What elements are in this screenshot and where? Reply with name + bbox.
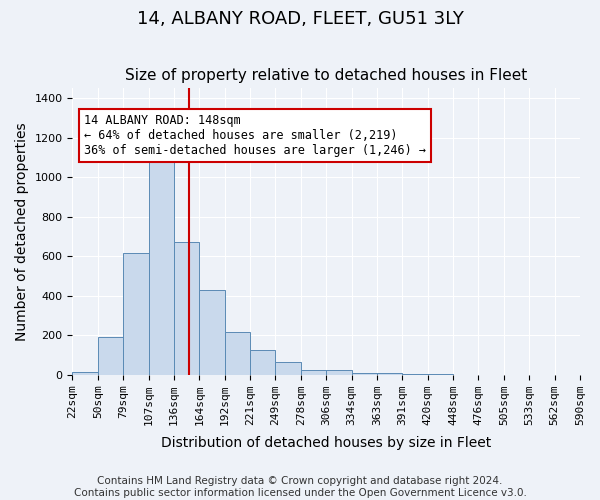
- Bar: [250, 350, 275, 374]
- Text: 14, ALBANY ROAD, FLEET, GU51 3LY: 14, ALBANY ROAD, FLEET, GU51 3LY: [137, 10, 463, 28]
- Bar: [352, 372, 377, 374]
- Bar: [326, 370, 352, 374]
- Bar: [73, 372, 98, 374]
- Bar: [275, 362, 301, 374]
- Bar: [98, 337, 123, 374]
- Bar: [377, 372, 403, 374]
- Title: Size of property relative to detached houses in Fleet: Size of property relative to detached ho…: [125, 68, 527, 83]
- Text: Contains HM Land Registry data © Crown copyright and database right 2024.
Contai: Contains HM Land Registry data © Crown c…: [74, 476, 526, 498]
- Bar: [149, 156, 174, 374]
- X-axis label: Distribution of detached houses by size in Fleet: Distribution of detached houses by size …: [161, 436, 491, 450]
- Bar: [174, 242, 199, 374]
- Bar: [224, 332, 250, 374]
- Y-axis label: Number of detached properties: Number of detached properties: [15, 122, 29, 341]
- Bar: [301, 370, 326, 374]
- Text: 14 ALBANY ROAD: 148sqm
← 64% of detached houses are smaller (2,219)
36% of semi-: 14 ALBANY ROAD: 148sqm ← 64% of detached…: [84, 114, 426, 157]
- Bar: [199, 290, 224, 374]
- Bar: [123, 253, 149, 374]
